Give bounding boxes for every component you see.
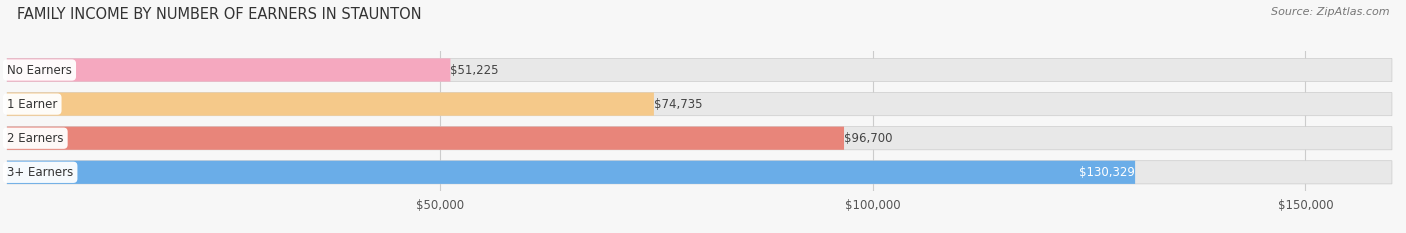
Text: 3+ Earners: 3+ Earners xyxy=(7,166,73,179)
Text: Source: ZipAtlas.com: Source: ZipAtlas.com xyxy=(1271,7,1389,17)
FancyBboxPatch shape xyxy=(7,58,1392,82)
Text: No Earners: No Earners xyxy=(7,64,72,76)
Text: 1 Earner: 1 Earner xyxy=(7,98,58,111)
FancyBboxPatch shape xyxy=(7,161,1392,184)
FancyBboxPatch shape xyxy=(7,58,450,82)
Text: $74,735: $74,735 xyxy=(654,98,703,111)
Text: $96,700: $96,700 xyxy=(844,132,893,145)
Text: $130,329: $130,329 xyxy=(1080,166,1135,179)
Text: $51,225: $51,225 xyxy=(450,64,499,76)
FancyBboxPatch shape xyxy=(7,127,844,150)
Text: FAMILY INCOME BY NUMBER OF EARNERS IN STAUNTON: FAMILY INCOME BY NUMBER OF EARNERS IN ST… xyxy=(17,7,422,22)
FancyBboxPatch shape xyxy=(7,93,654,116)
FancyBboxPatch shape xyxy=(7,93,1392,116)
FancyBboxPatch shape xyxy=(7,161,1135,184)
FancyBboxPatch shape xyxy=(7,127,1392,150)
Text: 2 Earners: 2 Earners xyxy=(7,132,63,145)
